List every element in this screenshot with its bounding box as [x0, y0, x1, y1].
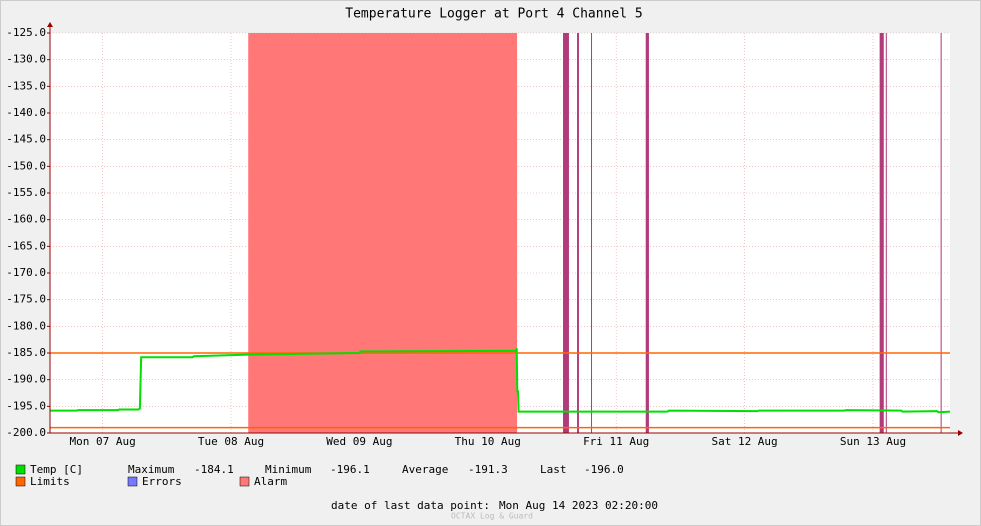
y-tick-label: -175.0	[6, 293, 46, 306]
y-tick-label: -125.0	[6, 26, 46, 39]
x-tick-label: Sun 13 Aug	[840, 435, 906, 448]
x-tick-label: Thu 10 Aug	[455, 435, 521, 448]
y-tick-label: -135.0	[6, 79, 46, 92]
x-tick-label: Tue 08 Aug	[198, 435, 264, 448]
legend-label: Limits	[30, 475, 70, 488]
alarm-span	[879, 33, 884, 433]
legend-label: Temp [C]	[30, 463, 83, 476]
x-axis-arrow	[958, 430, 963, 436]
alarm-span	[591, 33, 593, 433]
y-tick-label: -150.0	[6, 159, 46, 172]
x-tick-label: Wed 09 Aug	[326, 435, 392, 448]
y-tick-label: -130.0	[6, 53, 46, 66]
stat-name: Average	[402, 463, 448, 476]
stat-value: -184.1	[194, 463, 234, 476]
legend-swatch	[15, 464, 26, 475]
y-tick-label: -200.0	[6, 426, 46, 439]
footer: OCTAX Log & Guard	[451, 512, 533, 521]
y-tick-label: -180.0	[6, 319, 46, 332]
stat-name: Minimum	[265, 463, 312, 476]
y-tick-label: -185.0	[6, 346, 46, 359]
y-tick-label: -145.0	[6, 133, 46, 146]
legend-swatch	[239, 476, 250, 487]
stat-value: -191.3	[468, 463, 508, 476]
stat-value: -196.0	[584, 463, 624, 476]
stat-value: -196.1	[330, 463, 370, 476]
legend-swatch	[15, 476, 26, 487]
alarm-span	[248, 33, 518, 433]
chart-title: Temperature Logger at Port 4 Channel 5	[345, 7, 642, 22]
alarm-span	[885, 33, 887, 433]
legend-swatch	[127, 476, 138, 487]
y-tick-label: -195.0	[6, 399, 46, 412]
y-tick-label: -165.0	[6, 239, 46, 252]
y-tick-label: -140.0	[6, 106, 46, 119]
x-tick-label: Sat 12 Aug	[711, 435, 777, 448]
foreground-layer: -125.0 -130.0 -135.0 -140.0 -145.0 -150.0 -155…	[6, 22, 963, 448]
alarm-span	[563, 33, 569, 433]
legend-label: Errors	[142, 475, 182, 488]
temp-line	[50, 347, 951, 414]
alarm-span	[577, 33, 579, 433]
y-tick-label: -190.0	[6, 373, 46, 386]
x-tick-label: Mon 07 Aug	[70, 435, 136, 448]
stat-name: Maximum	[128, 463, 175, 476]
legend-label: Alarm	[254, 475, 287, 488]
alarm-span	[645, 33, 649, 433]
last-point-label: date of last data point:	[331, 499, 490, 512]
y-tick-label: -155.0	[6, 186, 46, 199]
last-point: Mon Aug 14 2023 02:20:00	[499, 499, 658, 512]
alarm-span	[940, 33, 942, 433]
y-tick-label: -170.0	[6, 266, 46, 279]
y-tick-label: -160.0	[6, 213, 46, 226]
x-tick-label: Fri 11 Aug	[583, 435, 649, 448]
stat-name: Last	[540, 463, 567, 476]
y-axis-arrow	[47, 22, 53, 27]
